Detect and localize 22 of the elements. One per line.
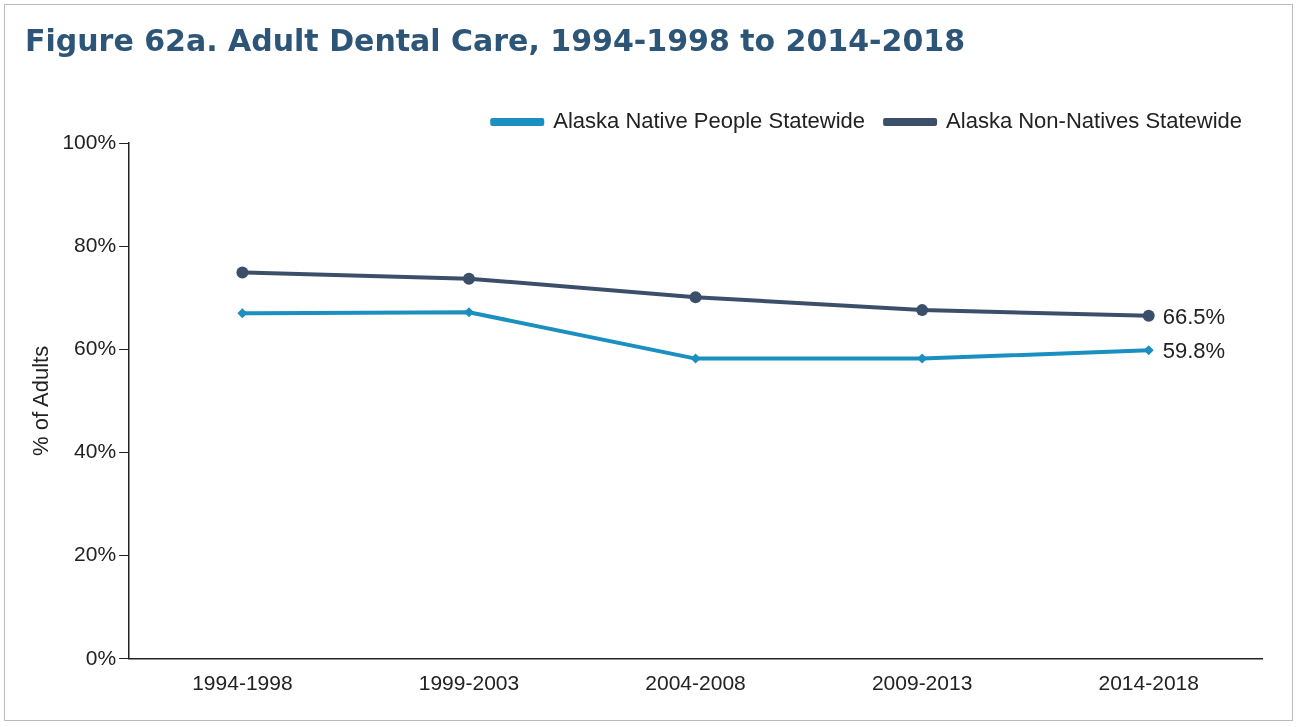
x-tick-label: 1999-2003 (418, 671, 520, 695)
y-tick-label: 40% (74, 439, 117, 463)
y-tick-label: 60% (74, 336, 117, 360)
chart-title: Figure 62a. Adult Dental Care, 1994-1998 to 2014-2018 (25, 22, 966, 58)
point (916, 304, 929, 317)
point (689, 291, 702, 304)
y-tick-label: 20% (74, 542, 117, 566)
point (236, 266, 249, 279)
y-tick-label: 80% (74, 232, 117, 256)
y-tick-label: 0% (85, 645, 117, 669)
x-tick-label: 2004-2008 (645, 671, 746, 695)
point (462, 272, 475, 285)
data-label: 59.8% (1162, 338, 1226, 364)
x-tick-label: 2014-2018 (1098, 671, 1199, 695)
point (1142, 309, 1155, 322)
data-label: 66.5% (1162, 303, 1226, 329)
legend-label: Alaska Native People Statewide (553, 108, 866, 134)
y-axis-title: % of Adults (28, 345, 54, 456)
x-tick-label: 2009-2013 (871, 671, 973, 695)
x-tick-label: 1994-1998 (192, 671, 293, 695)
y-tick-label: 100% (62, 129, 117, 153)
legend-label: Alaska Non-Natives Statewide (946, 108, 1243, 134)
